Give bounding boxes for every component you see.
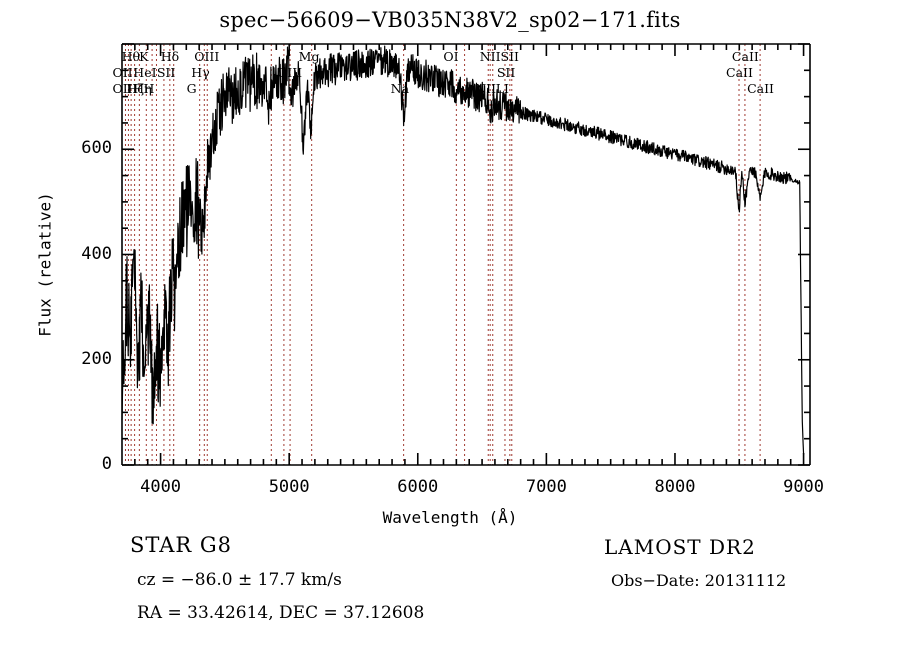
x-tick-label: 9000 <box>783 477 825 497</box>
spectral-line-label: OI <box>443 49 459 64</box>
spectral-line-label: HeI <box>133 65 157 80</box>
axis-frame <box>121 43 811 466</box>
spectral-line-label: OII <box>112 65 133 80</box>
x-tick-label: 8000 <box>654 477 696 497</box>
spectral-line-label: NIISII <box>479 49 519 64</box>
spectral-line-label: NII <box>475 81 497 96</box>
spectral-line-label: Na <box>390 81 410 96</box>
spectral-line-label: CaII <box>726 65 753 80</box>
spectral-line-label: SII <box>156 65 176 80</box>
flux-polyline <box>121 45 805 455</box>
spectral-line-label: LI <box>495 81 509 96</box>
survey-name-text: LAMOST DR2 <box>604 535 756 559</box>
x-tick-label: 5000 <box>268 477 310 497</box>
spectral-line-label: K <box>139 49 149 64</box>
spectral-line-label: G <box>186 81 197 96</box>
y-tick-label: 200 <box>81 348 112 369</box>
x-tick-label: 6000 <box>397 477 439 497</box>
spectral-line-label: CaII <box>747 81 774 96</box>
y-tick-label: 600 <box>81 138 112 159</box>
spectral-line-label: Hγ <box>191 65 210 80</box>
x-axis-title: Wavelength (Å) <box>382 508 518 527</box>
y-tick-label: 0 <box>101 454 112 474</box>
spectral-line-label: CaII <box>731 49 759 64</box>
spectral-line-label: OIII <box>277 65 303 80</box>
spectral-line-label: Hζ <box>126 81 145 96</box>
y-axis-title: Flux (relative) <box>35 192 55 337</box>
spectrum-trace <box>121 45 805 455</box>
page-title: spec−56609−VB035N38V2_sp02−171.fits <box>219 8 681 32</box>
coordinates-text: RA = 33.42614, DEC = 37.12608 <box>137 603 425 623</box>
spectral-line-label: Hδ <box>160 49 180 64</box>
spectral-line-label: Hθ <box>121 49 141 64</box>
spectral-line-label: SII <box>496 65 516 80</box>
spectral-line-label: OII <box>112 81 133 96</box>
x-tick-label: 7000 <box>525 477 567 497</box>
spectral-line-label: OIII <box>194 49 220 64</box>
spectral-line-label: Mg <box>298 49 320 64</box>
radial-velocity-text: cz = −86.0 ± 17.7 km/s <box>137 570 342 590</box>
object-class-text: STAR G8 <box>130 533 233 557</box>
y-tick-label: 400 <box>81 243 112 264</box>
spectral-line-label: H <box>143 81 155 96</box>
obs-date-text: Obs−Date: 20131112 <box>611 571 787 590</box>
x-tick-label: 4000 <box>140 477 182 497</box>
spectral-line-label: Hη <box>133 81 152 96</box>
